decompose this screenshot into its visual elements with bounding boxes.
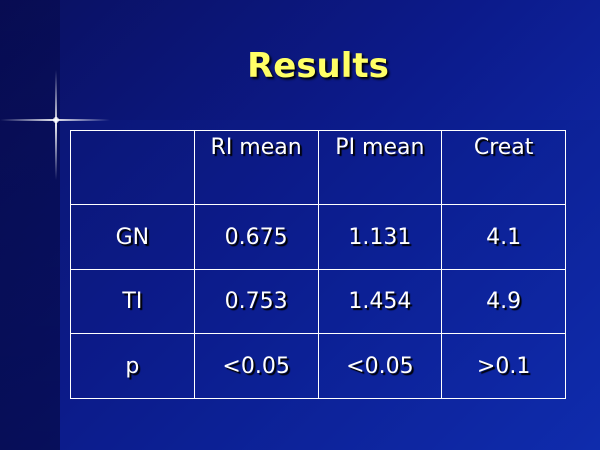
data-cell: 4.1 — [441, 204, 566, 270]
background-band — [0, 0, 60, 450]
data-cell: <0.05 — [193, 333, 319, 399]
header-row: RI mean PI mean Creat — [70, 129, 566, 206]
header-cell: PI mean — [317, 129, 443, 206]
empty-cell — [70, 129, 195, 206]
row-label: TI — [70, 268, 195, 335]
row-label: p — [70, 333, 195, 399]
slide-title: Results — [247, 46, 389, 86]
data-row: TI 0.753 1.454 4.9 — [70, 268, 566, 335]
data-cell: 1.131 — [317, 204, 443, 270]
data-row: p <0.05 <0.05 >0.1 — [70, 333, 566, 399]
results-table: RI mean PI mean Creat GN 0.675 1.131 4.1 TI 0… — [70, 129, 566, 399]
row-label: GN — [70, 204, 195, 270]
data-cell: 1.454 — [317, 268, 443, 335]
sparkle — [0, 70, 110, 180]
data-cell: >0.1 — [441, 333, 566, 399]
data-cell: 0.753 — [193, 268, 319, 335]
data-cell: <0.05 — [317, 333, 443, 399]
data-cell: 4.9 — [441, 268, 566, 335]
data-row: GN 0.675 1.131 4.1 — [70, 204, 566, 270]
data-cell: 0.675 — [193, 204, 319, 270]
header-cell: Creat — [441, 129, 566, 206]
header-cell: RI mean — [193, 129, 319, 206]
